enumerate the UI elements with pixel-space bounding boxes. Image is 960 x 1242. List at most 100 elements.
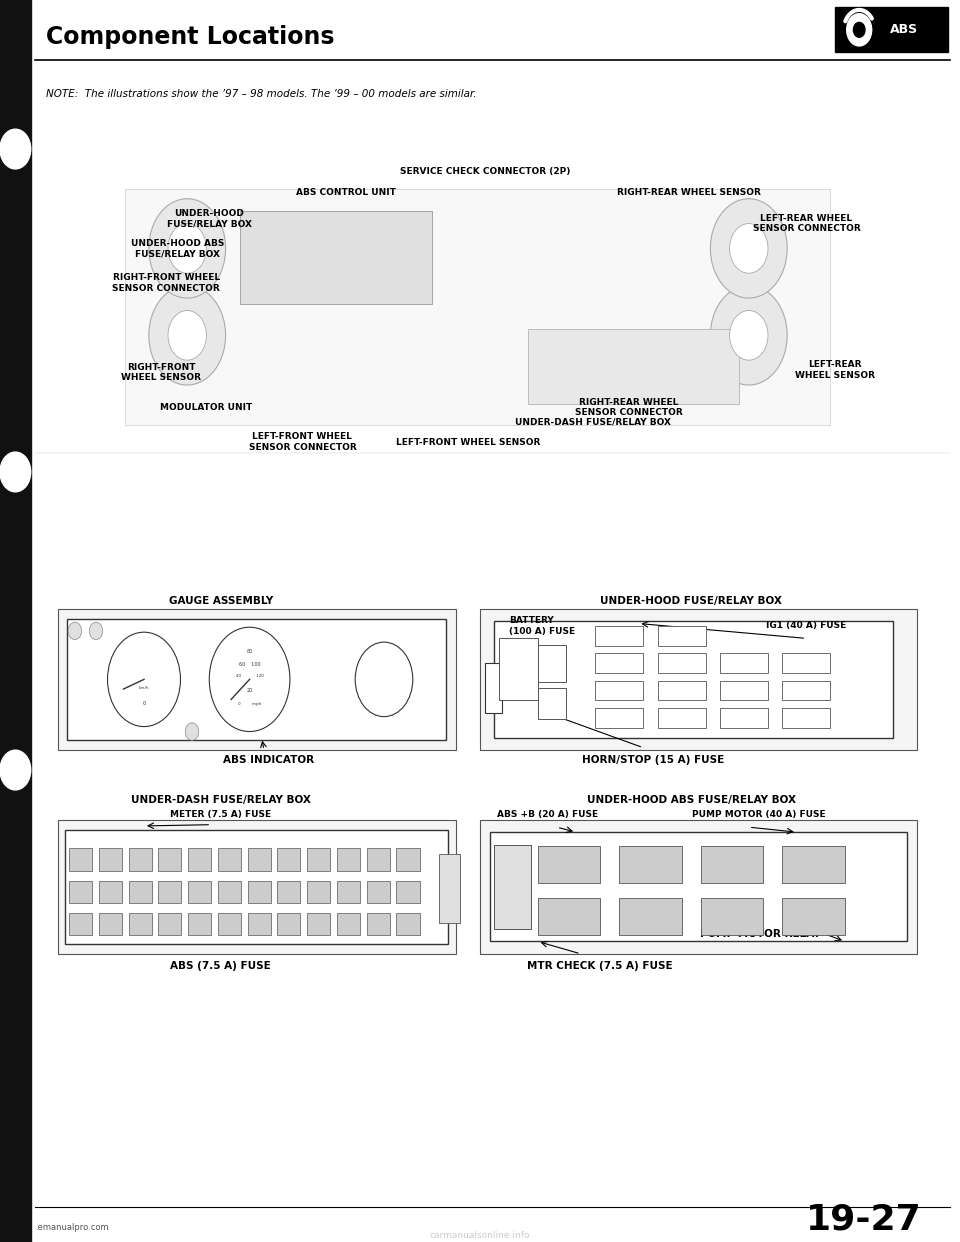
- Circle shape: [108, 632, 180, 727]
- Text: UNDER-DASH FUSE/RELAY BOX: UNDER-DASH FUSE/RELAY BOX: [131, 795, 311, 805]
- Bar: [658, 653, 706, 673]
- Text: METER (7.5 A) FUSE: METER (7.5 A) FUSE: [170, 810, 272, 820]
- Circle shape: [149, 286, 226, 385]
- Text: UNDER-HOOD
FUSE/RELAY BOX: UNDER-HOOD FUSE/RELAY BOX: [167, 209, 252, 229]
- Bar: [337, 881, 360, 903]
- Circle shape: [209, 627, 290, 732]
- Bar: [538, 645, 566, 682]
- Bar: [367, 913, 390, 935]
- Circle shape: [730, 310, 768, 360]
- Bar: [494, 621, 893, 738]
- Text: 40            120: 40 120: [235, 674, 264, 678]
- Text: LEFT-REAR WHEEL
SENSOR CONNECTOR: LEFT-REAR WHEEL SENSOR CONNECTOR: [753, 214, 860, 233]
- Bar: [99, 881, 122, 903]
- Text: km/h: km/h: [139, 686, 149, 689]
- Text: Component Locations: Component Locations: [46, 25, 335, 50]
- Bar: [129, 881, 152, 903]
- Bar: [337, 848, 360, 871]
- Circle shape: [0, 452, 31, 492]
- Bar: [307, 848, 330, 871]
- Bar: [307, 913, 330, 935]
- Text: PUMP MOTOR (40 A) FUSE: PUMP MOTOR (40 A) FUSE: [691, 810, 826, 820]
- Bar: [218, 881, 241, 903]
- Bar: [701, 846, 763, 883]
- Bar: [658, 708, 706, 728]
- Circle shape: [185, 723, 199, 740]
- Bar: [337, 913, 360, 935]
- Bar: [99, 913, 122, 935]
- Bar: [782, 681, 830, 700]
- Bar: [538, 898, 600, 935]
- Bar: [782, 846, 845, 883]
- Bar: [480, 609, 917, 750]
- Circle shape: [0, 750, 31, 790]
- Text: MODULATOR UNIT: MODULATOR UNIT: [160, 402, 252, 412]
- Text: IG1 (40 A) FUSE: IG1 (40 A) FUSE: [766, 621, 847, 631]
- Bar: [490, 832, 907, 941]
- Bar: [307, 881, 330, 903]
- Bar: [835, 7, 948, 52]
- Circle shape: [89, 622, 103, 640]
- Bar: [65, 830, 448, 944]
- Bar: [277, 881, 300, 903]
- Bar: [485, 663, 502, 713]
- Circle shape: [710, 286, 787, 385]
- Text: RIGHT-FRONT WHEEL
SENSOR CONNECTOR: RIGHT-FRONT WHEEL SENSOR CONNECTOR: [112, 273, 220, 293]
- Bar: [595, 681, 643, 700]
- Text: HORN/STOP (15 A) FUSE: HORN/STOP (15 A) FUSE: [582, 755, 724, 765]
- Bar: [619, 898, 682, 935]
- Text: ABS: ABS: [890, 24, 919, 36]
- Bar: [158, 848, 181, 871]
- Bar: [782, 708, 830, 728]
- Bar: [658, 626, 706, 646]
- Bar: [658, 681, 706, 700]
- Text: ABS +B (20 A) FUSE: ABS +B (20 A) FUSE: [496, 810, 598, 820]
- Bar: [595, 626, 643, 646]
- Bar: [480, 820, 917, 954]
- Circle shape: [853, 22, 865, 37]
- Circle shape: [168, 224, 206, 273]
- Text: ABS INDICATOR: ABS INDICATOR: [224, 755, 314, 765]
- Bar: [158, 881, 181, 903]
- Bar: [99, 848, 122, 871]
- Bar: [35, 112, 950, 450]
- Bar: [494, 845, 531, 929]
- Circle shape: [168, 310, 206, 360]
- Bar: [67, 619, 446, 740]
- Bar: [528, 329, 739, 404]
- Bar: [218, 848, 241, 871]
- Bar: [58, 820, 456, 954]
- Bar: [248, 881, 271, 903]
- Text: RIGHT-REAR WHEEL
SENSOR CONNECTOR: RIGHT-REAR WHEEL SENSOR CONNECTOR: [575, 397, 683, 417]
- Bar: [129, 913, 152, 935]
- Bar: [720, 681, 768, 700]
- Bar: [396, 881, 420, 903]
- Text: LEFT-FRONT WHEEL
SENSOR CONNECTOR: LEFT-FRONT WHEEL SENSOR CONNECTOR: [249, 432, 356, 452]
- Bar: [538, 688, 566, 719]
- Text: 19-27: 19-27: [805, 1202, 922, 1237]
- Bar: [439, 854, 460, 923]
- Bar: [396, 848, 420, 871]
- Text: 20: 20: [247, 688, 252, 693]
- Text: carmanualsonline.info: carmanualsonline.info: [430, 1231, 530, 1241]
- Bar: [248, 848, 271, 871]
- Bar: [58, 609, 456, 750]
- Circle shape: [68, 622, 82, 640]
- Bar: [701, 898, 763, 935]
- Bar: [367, 848, 390, 871]
- Circle shape: [0, 129, 31, 169]
- Bar: [367, 881, 390, 903]
- Bar: [129, 848, 152, 871]
- Bar: [595, 708, 643, 728]
- Bar: [158, 913, 181, 935]
- Circle shape: [149, 199, 226, 298]
- Bar: [595, 653, 643, 673]
- Bar: [538, 846, 600, 883]
- Text: BATTERY
(100 A) FUSE: BATTERY (100 A) FUSE: [509, 616, 575, 636]
- Bar: [248, 913, 271, 935]
- Text: GAUGE ASSEMBLY: GAUGE ASSEMBLY: [169, 596, 273, 606]
- Text: RIGHT-REAR WHEEL SENSOR: RIGHT-REAR WHEEL SENSOR: [617, 188, 761, 197]
- Text: NOTE:  The illustrations show the ’97 – 98 models. The ’99 – 00 models are simil: NOTE: The illustrations show the ’97 – 9…: [46, 89, 476, 99]
- Bar: [188, 913, 211, 935]
- Text: UNDER-HOOD FUSE/RELAY BOX: UNDER-HOOD FUSE/RELAY BOX: [600, 596, 782, 606]
